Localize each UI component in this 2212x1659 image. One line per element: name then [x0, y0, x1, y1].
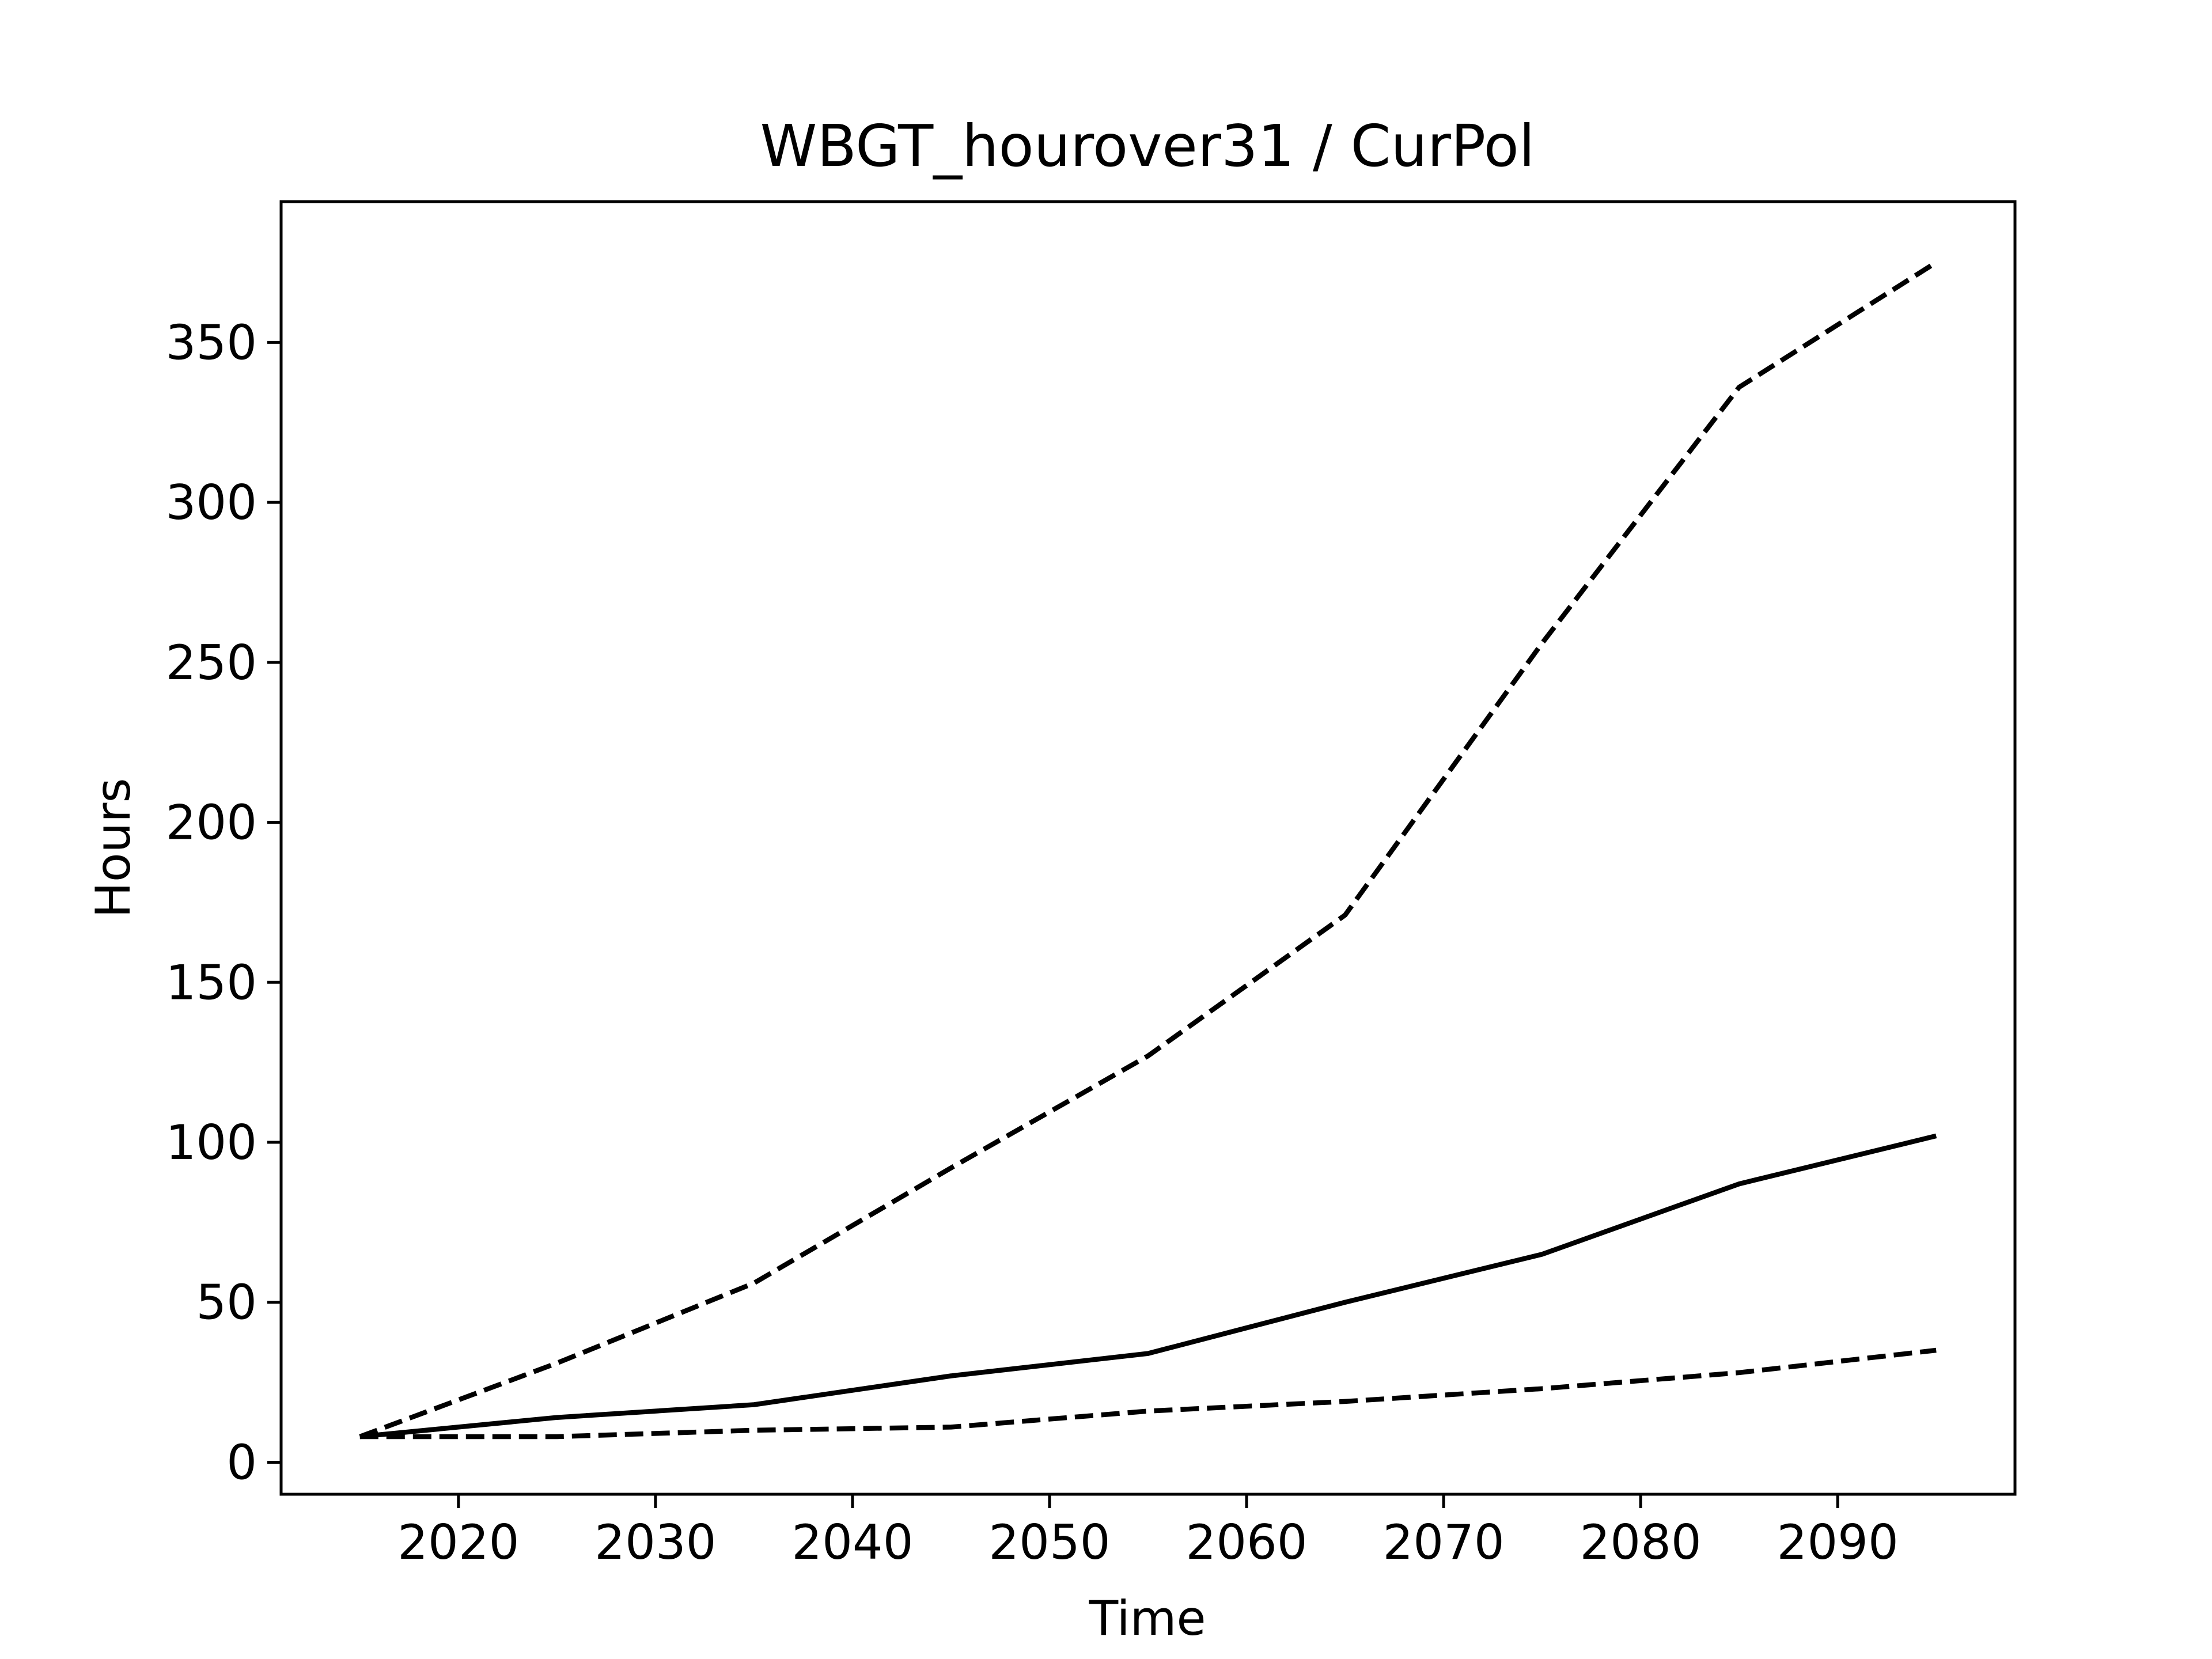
y-tick-label: 200: [166, 795, 257, 851]
series-line-2: [359, 1133, 1937, 1440]
x-tick-label: 2040: [791, 1514, 913, 1570]
x-tick-label: 2060: [1185, 1514, 1307, 1570]
plot-area-frame: [279, 200, 2017, 1496]
x-tick-label: 2070: [1382, 1514, 1504, 1570]
x-axis-label: Time: [1088, 1590, 1206, 1646]
y-tick-label: 300: [166, 475, 257, 531]
x-axis: 2020 2030 2040 2050 2060 2070 2080 2090: [397, 1494, 1899, 1570]
x-tick-label: 2030: [594, 1514, 716, 1570]
y-tick-label: 350: [166, 315, 257, 370]
chart-title: WBGT_hourover31 / CurPol: [760, 112, 1535, 180]
y-tick-label: 100: [166, 1115, 257, 1171]
x-tick-label: 2090: [1777, 1514, 1899, 1570]
y-axis: 0 50 100 150 200 250 300 350: [166, 315, 281, 1490]
x-tick-label: 2050: [988, 1514, 1110, 1570]
series-line-3: [359, 1347, 1937, 1440]
y-tick-label: 50: [196, 1275, 257, 1331]
y-tick-label: 150: [166, 955, 257, 1010]
y-tick-label: 0: [226, 1434, 257, 1490]
y-tick-label: 250: [166, 635, 257, 691]
x-tick-label: 2080: [1580, 1514, 1701, 1570]
series-line-1: [359, 260, 1938, 1439]
y-axis-label: Hours: [85, 778, 141, 918]
x-tick-label: 2020: [397, 1514, 519, 1570]
series-layer: [359, 260, 1938, 1440]
